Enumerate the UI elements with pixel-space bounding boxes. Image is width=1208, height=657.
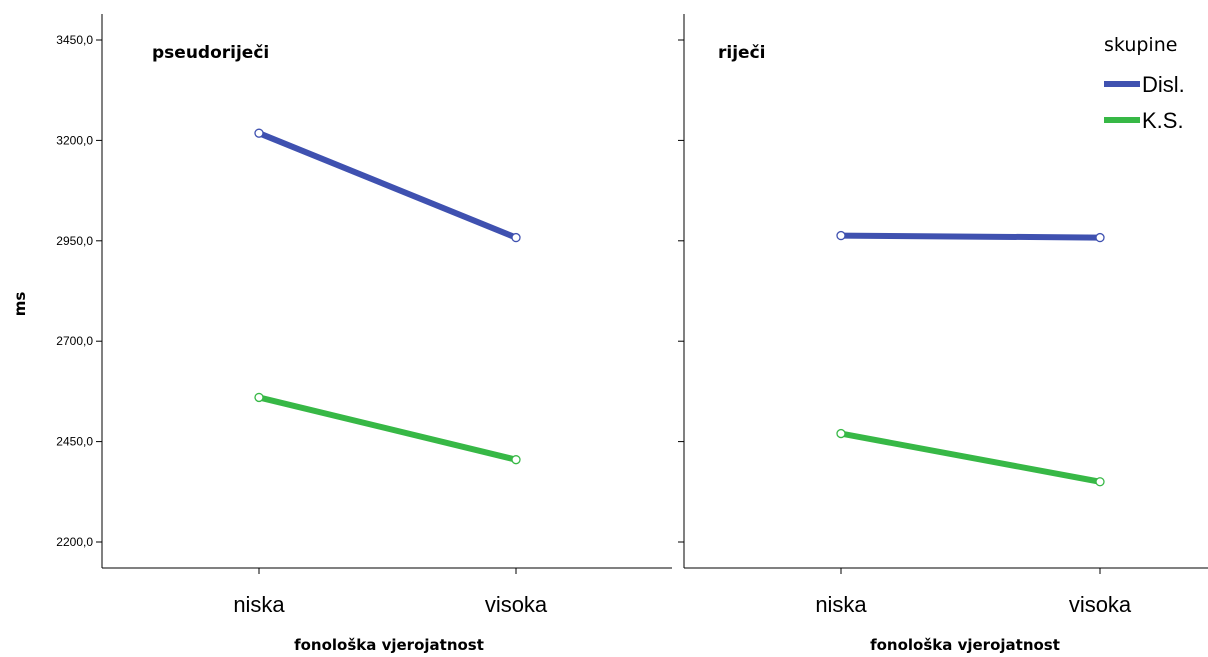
data-point [1095, 477, 1105, 487]
x-axis-title: fonološka vjerojatnost [294, 636, 484, 654]
series-line-disl [840, 232, 1101, 241]
data-point [511, 455, 521, 465]
data-point [254, 128, 264, 138]
data-point [511, 232, 521, 243]
legend-title: skupine [1104, 34, 1177, 56]
data-point [254, 392, 264, 403]
data-point [836, 428, 846, 439]
data-point [1095, 232, 1105, 243]
y-tick-label: 3200,0 [56, 133, 93, 147]
y-tick-label: 2450,0 [56, 435, 93, 449]
x-tick-label: visoka [485, 592, 548, 617]
y-tick-label: 2950,0 [56, 234, 93, 248]
x-tick-label: niska [233, 592, 285, 617]
x-tick-label: visoka [1069, 592, 1132, 617]
legend-label: K.S. [1142, 108, 1184, 133]
series-line-disl [257, 130, 518, 241]
panel-title: pseudoriječi [152, 43, 269, 63]
y-tick-label: 3450,0 [56, 33, 93, 47]
y-tick-label: 2200,0 [56, 535, 93, 549]
data-point [836, 230, 846, 241]
x-axis-title: fonološka vjerojatnost [870, 636, 1060, 654]
y-tick-label: 2700,0 [56, 334, 93, 348]
x-tick-label: niska [815, 592, 867, 617]
panel-title: riječi [718, 43, 765, 63]
series-line-ks [258, 394, 517, 463]
series-line-ks [840, 430, 1101, 485]
legend-label: Disl. [1142, 72, 1185, 97]
y-axis-title: ms [11, 292, 29, 317]
